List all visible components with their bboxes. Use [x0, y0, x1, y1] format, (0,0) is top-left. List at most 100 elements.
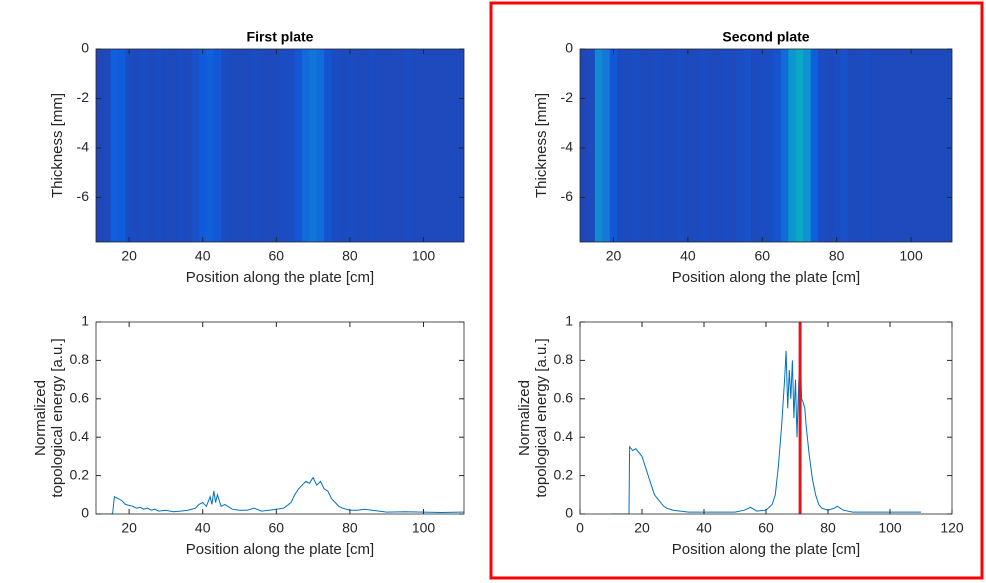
x-tick-label: 40 [680, 248, 696, 264]
heatmap-cell [154, 49, 163, 242]
heatmap-cell [331, 49, 340, 242]
plot-area [96, 49, 464, 242]
y-tick-label: 0 [565, 40, 573, 56]
heatmap-cell [632, 49, 641, 242]
heatmap-cell [125, 49, 134, 242]
heatmap-cell [221, 49, 229, 242]
heatmap-cell [758, 49, 767, 242]
heatmap-cell [132, 49, 141, 242]
heatmap-cell [676, 49, 685, 242]
x-tick-label: 100 [412, 520, 436, 536]
heatmap-cell [176, 49, 185, 242]
y-tick-label: -6 [561, 188, 574, 204]
x-tick-label: 20 [634, 520, 650, 536]
heatmap-cell [892, 49, 901, 242]
heatmap-cell [250, 49, 259, 242]
y-tick-label: 0.4 [70, 428, 90, 444]
heatmap-cell [788, 49, 797, 242]
heatmap-cell [243, 49, 252, 242]
heatmap-cell [118, 49, 126, 242]
heatmap-cell [609, 49, 618, 242]
heatmap-cell [617, 49, 626, 242]
heatmap-cell [766, 49, 774, 242]
x-tick-label: 80 [342, 520, 358, 536]
heatmap-cell [449, 49, 458, 242]
x-tick-label: 60 [754, 248, 770, 264]
x-tick-label: 60 [269, 248, 285, 264]
x-tick-label: 20 [606, 248, 622, 264]
heatmap-cell [832, 49, 841, 242]
plot-area [96, 476, 464, 514]
heatmap-cell [713, 49, 722, 242]
heatmap-cell [914, 49, 923, 242]
heatmap-cell [646, 49, 655, 242]
heatmap-cell [907, 49, 916, 242]
heatmap-cell [743, 49, 752, 242]
heatmap-cell [847, 49, 856, 242]
heatmap-cell [419, 49, 428, 242]
x-tick-label: 60 [758, 520, 774, 536]
heatmap-cell [721, 49, 730, 242]
heatmap-cell [751, 49, 760, 242]
heatmap-cell [661, 49, 670, 242]
heatmap-cell [855, 49, 864, 242]
heatmap-cell [324, 49, 333, 242]
heatmap-cell [624, 49, 633, 242]
heatmap-cell [773, 49, 782, 242]
heatmap-cell [375, 49, 384, 242]
x-tick-label: 40 [696, 520, 712, 536]
heatmap-cell [587, 49, 596, 242]
y-axis-label: Thickness [mm] [49, 93, 66, 198]
axes-box [95, 321, 465, 515]
axes-box [579, 48, 953, 243]
heatmap-cell [862, 49, 871, 242]
y-tick-label: 0.6 [554, 390, 574, 406]
heatmap-cell [594, 49, 603, 242]
heatmap-cell [162, 49, 171, 242]
line [96, 476, 464, 514]
heatmap-cell [728, 49, 737, 242]
heatmap-cell [602, 49, 611, 242]
y-tick-label: -2 [561, 89, 574, 105]
x-tick-label: 100 [899, 248, 923, 264]
y-tick-label: 0 [81, 505, 89, 521]
heatmap-cell [294, 49, 303, 242]
heatmap-cell [818, 49, 827, 242]
heatmap-cell [699, 49, 707, 242]
y-axis-label: Thickness [mm] [533, 93, 550, 198]
heatmap-cell [580, 49, 588, 242]
x-axis-label: Position along the plate [cm] [672, 541, 860, 558]
heatmap-cell [140, 49, 149, 242]
heatmap-cell [265, 49, 274, 242]
x-axis-label: Position along the plate [cm] [186, 541, 374, 558]
heatmap-cell [899, 49, 908, 242]
highlight-box [489, 1, 984, 580]
heatmap-cell [346, 49, 355, 242]
heatmap-cell [706, 49, 715, 242]
heatmap-cell [169, 49, 178, 242]
heatmap-cell [360, 49, 369, 242]
heatmap-cell [456, 49, 464, 242]
heatmap-cell [147, 49, 156, 242]
y-axis-label: topological energy [a.u.] [49, 338, 66, 497]
heatmap-cell [368, 49, 377, 242]
heatmap-cell [877, 49, 886, 242]
y-tick-label: -4 [77, 139, 90, 155]
y-tick-label: 0 [565, 505, 573, 521]
heatmap-cell [206, 49, 215, 242]
heatmap-cell [309, 49, 318, 242]
heatmap-cell [870, 49, 879, 242]
axes-box [95, 48, 465, 243]
heatmap-cell [302, 49, 310, 242]
heatmap-cell [803, 49, 812, 242]
heatmap-cell [287, 49, 296, 242]
x-tick-label: 0 [576, 520, 584, 536]
chart-title: First plate [247, 29, 314, 45]
x-tick-label: 100 [878, 520, 902, 536]
x-tick-label: 20 [121, 520, 137, 536]
y-tick-label: 0.2 [554, 466, 574, 482]
heatmap-cell [795, 49, 804, 242]
y-tick-label: -6 [77, 188, 90, 204]
heatmap-cell [338, 49, 347, 242]
heatmap-cell [390, 49, 399, 242]
